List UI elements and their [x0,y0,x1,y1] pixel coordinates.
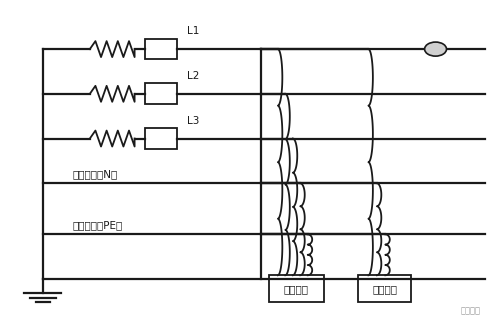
Text: 单相设备: 单相设备 [372,284,397,294]
Text: L2: L2 [187,71,199,81]
Bar [359,275,410,303]
Text: L3: L3 [187,116,199,125]
Bar [144,128,177,149]
Text: 三相设备: 三相设备 [284,284,309,294]
Text: L1: L1 [187,26,199,36]
Text: 电力实评: 电力实评 [460,307,480,316]
Bar [269,275,323,303]
Bar [144,84,177,104]
Circle shape [425,42,447,56]
Bar [144,39,177,59]
Text: 工作零线（N）: 工作零线（N） [72,169,118,179]
Text: 保护零线（PE）: 保护零线（PE） [72,221,123,230]
